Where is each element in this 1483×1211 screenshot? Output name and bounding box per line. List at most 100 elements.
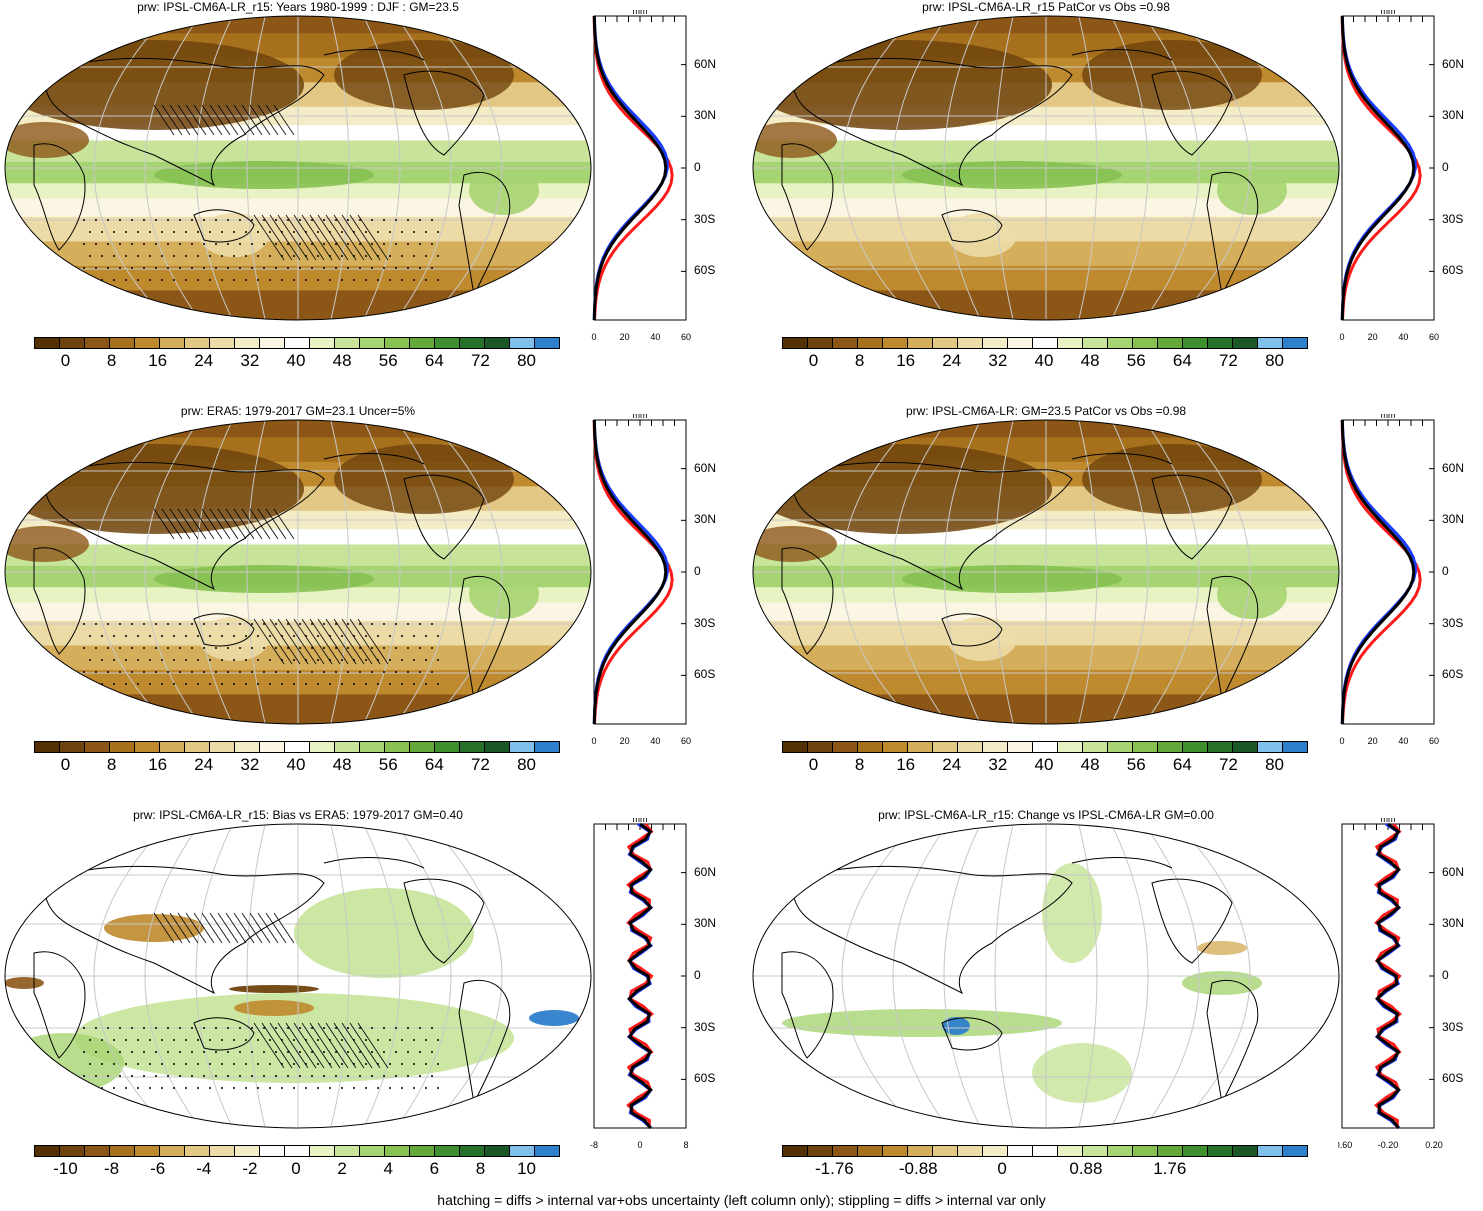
colorbar-swatch	[410, 1146, 435, 1156]
colorbar-tick-label: 80	[517, 351, 537, 370]
colorbar-swatch	[410, 742, 435, 752]
profile-x-tick-label: 60	[681, 332, 691, 342]
world-map-robinson	[752, 15, 1340, 321]
colorbar-swatch	[460, 742, 485, 752]
colorbar-swatch	[385, 338, 410, 348]
colorbar	[34, 741, 560, 753]
colorbar-swatch	[1033, 742, 1058, 752]
zonal-mean-profile: mm 0 20 40 60	[591, 414, 691, 746]
colorbar-tick-label: 32	[988, 351, 1008, 370]
colorbar-swatch	[958, 1146, 983, 1156]
colorbar-swatch	[35, 338, 60, 348]
colorbar-labels: 0 8 16 24 32 40 48 56 64 72 80	[34, 351, 558, 373]
profile-latitude-label: 60S	[1442, 667, 1464, 682]
colorbar-tick-label: 56	[1126, 755, 1146, 774]
colorbar-swatch	[310, 338, 335, 348]
colorbar-swatch	[883, 338, 908, 348]
colorbar-swatch	[235, 338, 260, 348]
profile-line-red	[1340, 15, 1422, 321]
colorbar-tick-label: 8	[475, 1159, 486, 1178]
colorbar-swatch	[1258, 742, 1283, 752]
colorbar-swatch	[808, 1146, 833, 1156]
panel-title: prw: IPSL-CM6A-LR_r15: Bias vs ERA5: 197…	[133, 808, 463, 822]
colorbar-tick-label: 24	[194, 351, 214, 370]
colorbar-tick-label: 32	[988, 755, 1008, 774]
profile-latitude-label: 60S	[694, 263, 716, 278]
profile-x-tick-label: 0	[637, 1140, 642, 1150]
colorbar-swatch	[983, 338, 1008, 348]
zonal-mean-profile: mm 0 20 40 60	[1339, 10, 1439, 342]
panel-title: prw: IPSL-CM6A-LR_r15: Years 1980-1999 :…	[137, 0, 459, 14]
panel-title: prw: IPSL-CM6A-LR: GM=23.5 PatCor vs Obs…	[905, 404, 1187, 418]
profile-x-tick-label: 60	[1429, 332, 1439, 342]
colorbar-swatch	[1158, 1146, 1183, 1156]
colorbar-swatch	[1083, 338, 1108, 348]
profile-latitude-label: 0	[694, 968, 701, 982]
colorbar-tick-label: -2	[242, 1159, 258, 1178]
colorbar-swatch	[35, 1146, 60, 1156]
colorbar-swatch	[260, 338, 285, 348]
profile-latitude-label: 30N	[1442, 108, 1465, 123]
colorbar-swatch	[85, 742, 110, 752]
colorbar-swatch	[85, 1146, 110, 1156]
colorbar-tick-label: 80	[1265, 755, 1285, 774]
colorbar-swatch	[110, 1146, 135, 1156]
colorbar-swatch	[1158, 338, 1183, 348]
colorbar-swatch	[435, 338, 460, 348]
profile-line-blue	[1340, 15, 1417, 321]
profile-x-tick-label: 40	[1398, 332, 1408, 342]
colorbar-swatch	[235, 742, 260, 752]
colorbar-tick-label: 56	[1126, 351, 1146, 370]
profile-latitude-label: 30N	[694, 512, 717, 527]
colorbar-swatch	[883, 742, 908, 752]
profile-latitude-label: 60N	[694, 864, 717, 879]
colorbar-tick-label: -1.76	[815, 1159, 854, 1178]
colorbar-swatch	[933, 338, 958, 348]
profile-latitude-label: 60N	[1442, 460, 1465, 475]
profile-latitude-label: 30S	[694, 615, 716, 630]
colorbar-swatch	[1058, 742, 1083, 752]
colorbar-swatch	[160, 742, 185, 752]
colorbar-labels: 0 8 16 24 32 40 48 56 64 72 80	[782, 755, 1306, 777]
colorbar-swatch	[85, 338, 110, 348]
colorbar-swatch	[783, 742, 808, 752]
colorbar-labels: 0 8 16 24 32 40 48 56 64 72 80	[782, 351, 1306, 373]
colorbar-tick-label: 48	[1080, 755, 1100, 774]
colorbar-swatch	[110, 742, 135, 752]
profile-line-red	[1340, 419, 1422, 725]
colorbar-swatch	[983, 742, 1008, 752]
colorbar	[34, 1145, 560, 1157]
colorbar-swatch	[60, 1146, 85, 1156]
colorbar-swatch	[285, 338, 310, 348]
colorbar-swatch	[235, 1146, 260, 1156]
colorbar-swatch	[185, 742, 210, 752]
colorbar-swatch	[335, 1146, 360, 1156]
colorbar-swatch	[1283, 742, 1307, 752]
colorbar-swatch	[933, 1146, 958, 1156]
colorbar-tick-label: 72	[470, 351, 490, 370]
colorbar-swatch	[60, 742, 85, 752]
colorbar-tick-label: 40	[1034, 755, 1054, 774]
colorbar-swatch	[1033, 338, 1058, 348]
colorbar-swatch	[510, 338, 535, 348]
colorbar-tick-label: 8	[106, 351, 117, 370]
colorbar-tick-label: 1.76	[1153, 1159, 1187, 1178]
profile-line-black	[1340, 15, 1416, 321]
profile-line-red	[592, 419, 674, 725]
profile-line-black	[1375, 822, 1401, 1129]
colorbar-tick-label: 8	[106, 755, 117, 774]
colorbar-swatch	[385, 1146, 410, 1156]
colorbar-tick-label: 64	[1172, 351, 1192, 370]
colorbar-swatch	[1008, 338, 1033, 348]
colorbar-swatch	[535, 742, 559, 752]
profile-latitude-label: 60N	[1442, 864, 1465, 879]
colorbar-swatch	[1183, 338, 1208, 348]
colorbar-swatch	[285, 1146, 310, 1156]
colorbar-swatch	[535, 338, 559, 348]
colorbar-swatch	[1158, 742, 1183, 752]
colorbar-swatch	[858, 338, 883, 348]
colorbar-swatch	[1133, 338, 1158, 348]
colorbar-tick-label: 72	[1218, 351, 1238, 370]
colorbar-swatch	[135, 338, 160, 348]
colorbar-tick-label: 56	[378, 351, 398, 370]
